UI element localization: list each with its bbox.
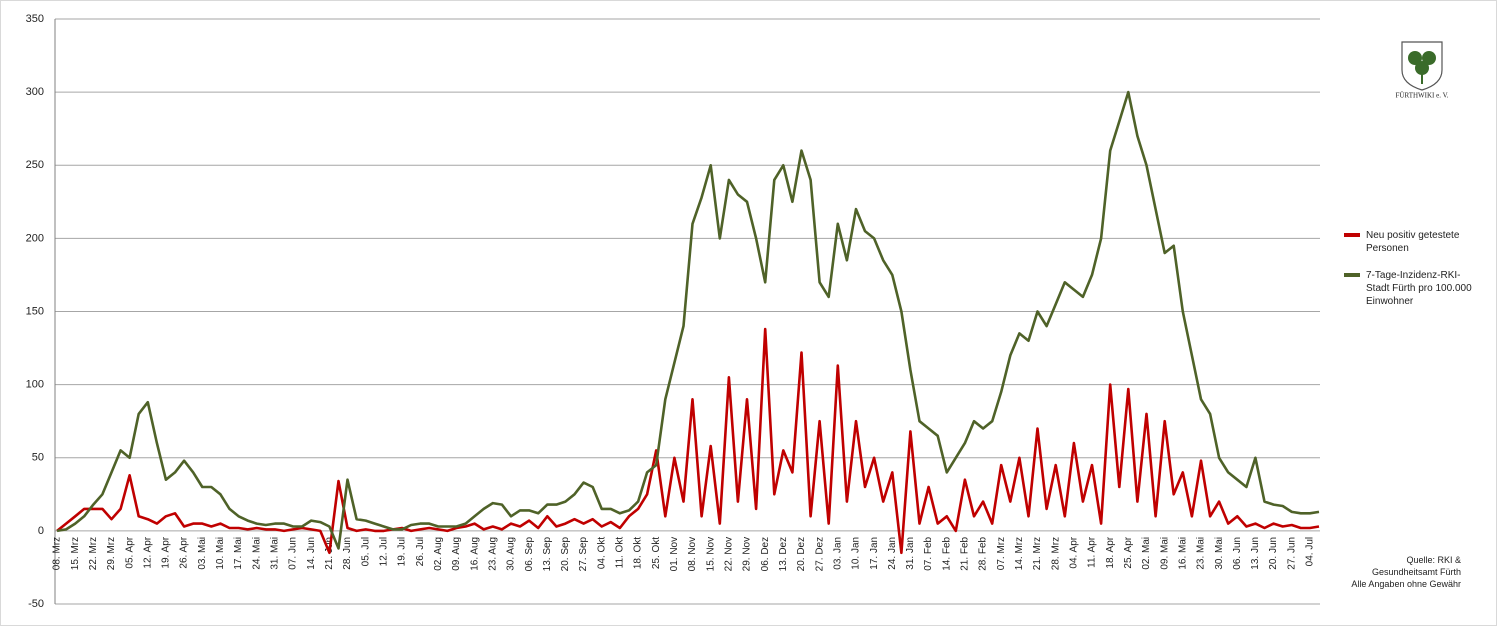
- x-tick-label: 15. Mrz: [70, 537, 81, 570]
- x-tick-label: 28. Mrz: [1050, 537, 1061, 570]
- x-tick-label: 30. Mai: [1214, 537, 1225, 570]
- y-tick-label: 50: [32, 452, 44, 464]
- x-tick-label: 28. Jun: [342, 537, 353, 570]
- x-tick-label: 24. Jan: [887, 537, 898, 570]
- y-tick-label: 350: [26, 13, 44, 25]
- source-line: Quelle: RKI &: [1406, 555, 1461, 565]
- x-tick-label: 08. Mrz: [52, 537, 63, 570]
- y-tick-label: 100: [26, 379, 44, 391]
- x-tick-label: 29. Nov: [742, 537, 753, 571]
- x-tick-label: 23. Mai: [1196, 537, 1207, 570]
- x-tick-label: 31. Jan: [905, 537, 916, 570]
- x-tick-label: 23. Aug: [487, 537, 498, 571]
- x-tick-label: 13. Sep: [542, 536, 553, 571]
- x-tick-label: 09. Aug: [451, 537, 462, 571]
- x-tick-label: 06. Jun: [1232, 537, 1243, 570]
- x-tick-label: 17. Jan: [869, 537, 880, 570]
- x-tick-label: 21. Feb: [960, 536, 971, 570]
- x-tick-label: 11. Apr: [1087, 536, 1098, 568]
- x-tick-label: 18. Okt: [633, 537, 644, 569]
- y-tick-label: -50: [28, 598, 44, 610]
- x-tick-label: 14. Feb: [941, 536, 952, 570]
- x-tick-label: 30. Aug: [506, 537, 517, 571]
- legend-key: [1344, 273, 1360, 277]
- x-tick-label: 24. Mai: [251, 537, 262, 570]
- x-tick-label: 27. Sep: [578, 536, 589, 571]
- x-tick-label: 26. Jul: [415, 537, 426, 566]
- x-tick-label: 25. Apr: [1123, 536, 1134, 568]
- x-tick-label: 12. Jul: [378, 537, 389, 566]
- legend-key: [1344, 233, 1360, 237]
- x-tick-label: 22. Nov: [723, 537, 734, 571]
- x-tick-label: 03. Jan: [832, 537, 843, 570]
- x-tick-label: 19. Jul: [397, 537, 408, 566]
- x-tick-label: 04. Apr: [1069, 536, 1080, 568]
- series-line: [56, 327, 1320, 555]
- x-tick-label: 21. Mrz: [1032, 537, 1043, 570]
- x-tick-label: 17. Mai: [233, 537, 244, 570]
- source-line: Alle Angaben ohne Gewähr: [1351, 579, 1461, 589]
- x-tick-label: 28. Feb: [978, 536, 989, 570]
- x-tick-label: 22. Mrz: [88, 537, 99, 570]
- x-tick-label: 13. Dez: [778, 537, 789, 571]
- y-tick-label: 250: [26, 159, 44, 171]
- x-tick-label: 20. Sep: [560, 536, 571, 571]
- x-tick-label: 26. Apr: [179, 536, 190, 568]
- x-tick-label: 16. Mai: [1177, 537, 1188, 570]
- x-tick-label: 03. Mai: [197, 537, 208, 570]
- x-tick-label: 07. Mrz: [996, 537, 1007, 570]
- x-tick-label: 19. Apr: [161, 536, 172, 568]
- x-tick-label: 07. Feb: [923, 536, 934, 570]
- x-tick-label: 15. Nov: [705, 537, 716, 571]
- legend-label: Neu positiv getestete Personen: [1366, 230, 1460, 254]
- legend-label: 7-Tage-Inzidenz-RKI-Stadt Fürth pro 100.…: [1366, 270, 1472, 307]
- x-tick-label: 14. Jun: [306, 537, 317, 570]
- x-tick-label: 07. Jun: [288, 537, 299, 570]
- x-tick-label: 11. Okt: [615, 537, 626, 569]
- x-tick-label: 20. Dez: [796, 537, 807, 571]
- x-tick-label: 02. Aug: [433, 537, 444, 571]
- y-tick-label: 0: [38, 525, 44, 537]
- x-tick-label: 14. Mrz: [1014, 537, 1025, 570]
- x-tick-label: 04. Okt: [596, 537, 607, 569]
- x-tick-label: 27. Jun: [1286, 537, 1297, 570]
- x-tick-label: 06. Sep: [524, 536, 535, 571]
- x-tick-label: 01. Nov: [669, 537, 680, 571]
- logo-text: FÜRTHWIKI e. V.: [1396, 92, 1449, 100]
- x-tick-label: 09. Mai: [1159, 537, 1170, 570]
- x-tick-label: 25. Okt: [651, 537, 662, 569]
- x-tick-label: 12. Apr: [142, 536, 153, 568]
- x-tick-label: 05. Jul: [360, 537, 371, 566]
- y-tick-label: 300: [26, 86, 44, 98]
- source-line: Gesundheitsamt Fürth: [1371, 567, 1461, 577]
- source-note: Quelle: RKI & Gesundheitsamt Fürth Alle …: [1351, 554, 1461, 590]
- logo: [1401, 41, 1443, 91]
- x-tick-label: 10. Jan: [851, 537, 862, 570]
- x-tick-label: 27. Dez: [814, 537, 825, 571]
- x-tick-label: 20. Jun: [1268, 537, 1279, 570]
- series-line: [56, 90, 1320, 550]
- x-tick-label: 05. Apr: [124, 536, 135, 568]
- x-tick-label: 29. Mrz: [106, 537, 117, 570]
- x-tick-label: 10. Mai: [215, 537, 226, 570]
- y-tick-label: 200: [26, 232, 44, 244]
- x-tick-label: 06. Dez: [760, 537, 771, 571]
- x-tick-label: 13. Jun: [1250, 537, 1261, 570]
- x-tick-label: 31. Mai: [270, 537, 281, 570]
- y-tick-label: 150: [26, 305, 44, 317]
- x-tick-label: 18. Apr: [1105, 536, 1116, 568]
- x-tick-label: 08. Nov: [687, 537, 698, 571]
- x-tick-label: 04. Jul: [1305, 537, 1316, 566]
- x-tick-label: 02. Mai: [1141, 537, 1152, 570]
- x-tick-label: 16. Aug: [469, 537, 480, 571]
